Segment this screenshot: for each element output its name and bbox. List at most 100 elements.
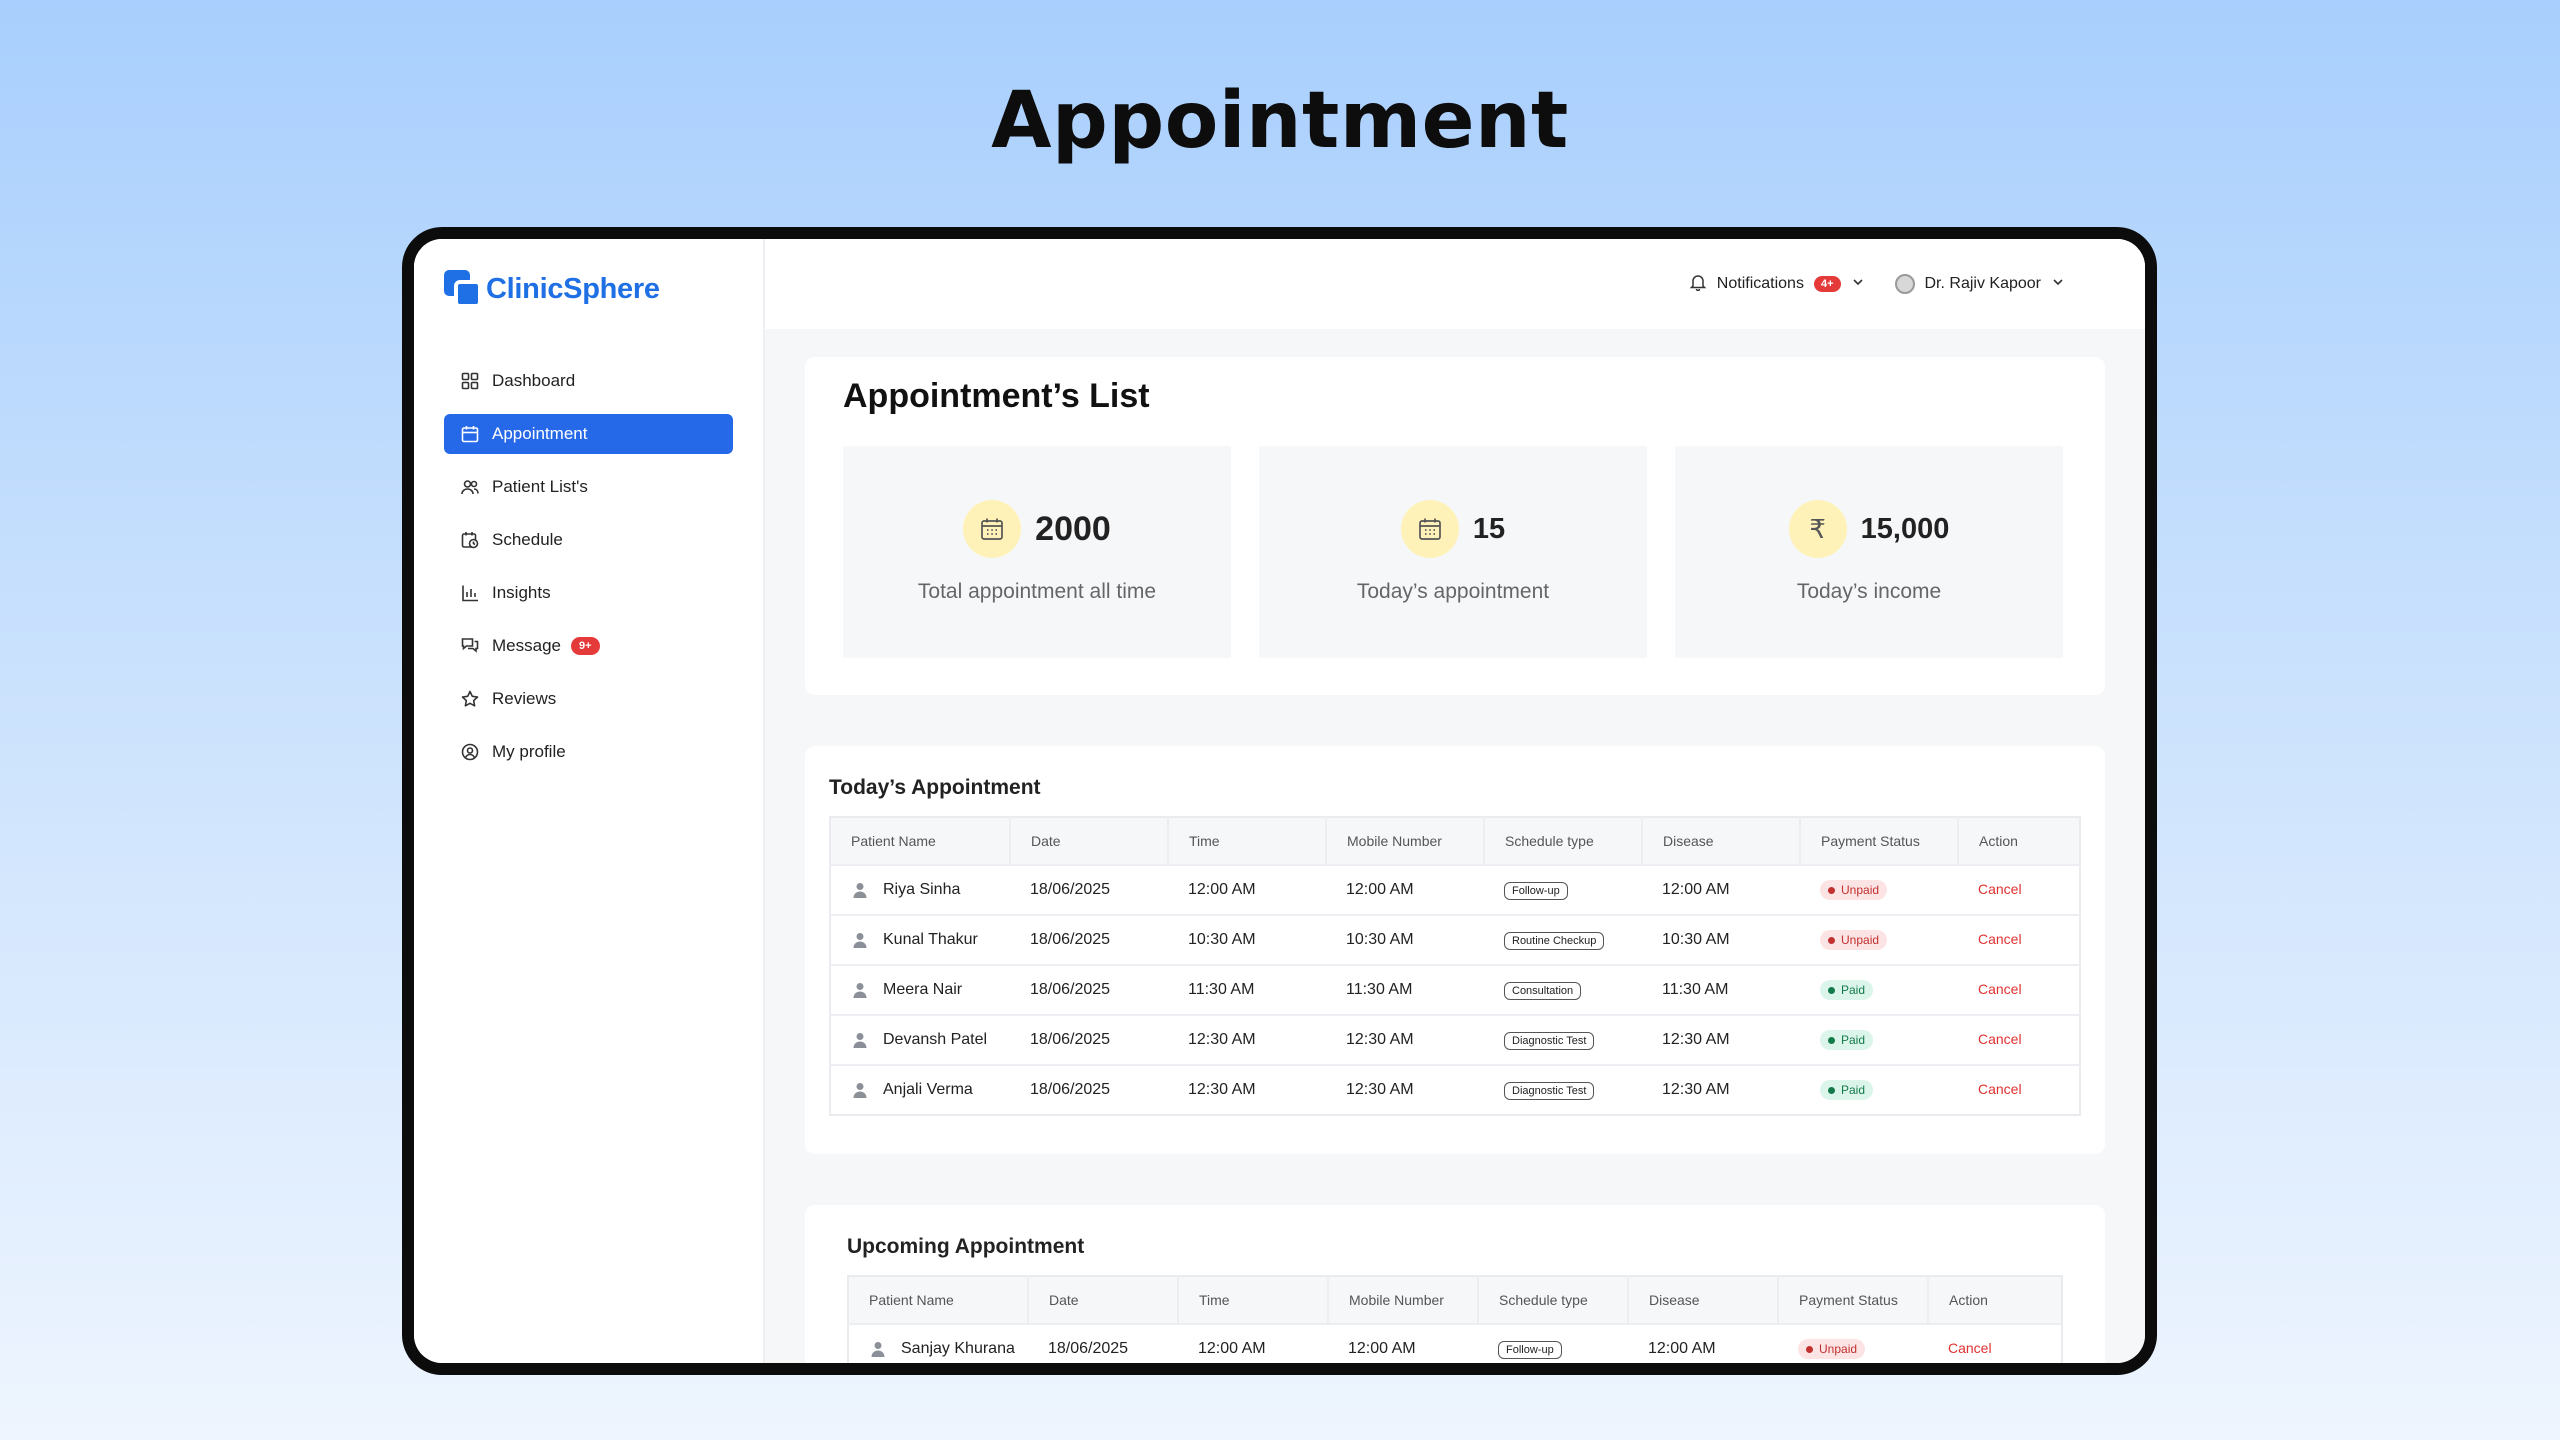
sidebar-item-label: Dashboard <box>492 371 576 390</box>
cell-date: 18/06/2025 <box>1010 1014 1168 1065</box>
cell-disease: 12:00 AM <box>1642 864 1800 915</box>
column-header: Mobile Number <box>1326 817 1485 865</box>
cell-date: 18/06/2025 <box>1010 914 1168 965</box>
sidebar-item-message[interactable]: Message 9+ <box>444 626 733 666</box>
cancel-button[interactable]: Cancel <box>1978 1081 2022 1097</box>
calendar-icon <box>963 500 1022 558</box>
sidebar-item-appointment[interactable]: Appointment <box>444 414 733 454</box>
calendar-clock-icon <box>460 530 480 550</box>
cell-action: Cancel <box>1958 1014 2080 1065</box>
table-row[interactable]: Devansh Patel 18/06/2025 12:30 AM 12:30 AM D… <box>830 1014 2080 1065</box>
cell-payment: Paid <box>1800 964 1958 1015</box>
page-hero-title: Appointment <box>991 76 1569 166</box>
cancel-button[interactable]: Cancel <box>1978 881 2022 897</box>
sidebar-item-patient-list[interactable]: Patient List's <box>444 467 733 507</box>
cell-patient-name: Sanjay Khurana <box>848 1323 1028 1363</box>
column-header: Patient Name <box>848 1276 1029 1324</box>
sidebar-item-dashboard[interactable]: Dashboard <box>444 361 733 401</box>
person-icon <box>851 981 869 999</box>
section-title: Today’s Appointment <box>829 776 1041 799</box>
column-header: Action <box>1958 817 2080 865</box>
status-dot-icon <box>1828 986 1835 994</box>
schedule-type-tag: Consultation <box>1504 981 1582 1000</box>
cell-date: 18/06/2025 <box>1028 1323 1178 1363</box>
cell-schedule-type: Consultation <box>1484 964 1642 1015</box>
payment-status-badge: Unpaid <box>1798 1339 1866 1359</box>
patient-name: Riya Sinha <box>883 881 961 898</box>
cell-patient-name: Kunal Thakur <box>830 914 1010 965</box>
cell-payment: Paid <box>1800 1064 1958 1115</box>
cell-time: 12:00 AM <box>1178 1323 1328 1363</box>
today-appointment-table: Patient Name Date Time Mobile Number Sch… <box>829 816 2081 1116</box>
person-icon <box>851 1081 869 1099</box>
payment-status-label: Unpaid <box>1819 1342 1858 1356</box>
user-menu-button[interactable]: Dr. Rajiv Kapoor <box>1894 274 2066 294</box>
payment-status-badge: Paid <box>1820 1080 1874 1100</box>
notifications-badge: 4+ <box>1813 276 1841 292</box>
column-header: Disease <box>1628 1276 1779 1324</box>
patient-name: Meera Nair <box>883 981 963 998</box>
table-row[interactable]: Kunal Thakur 18/06/2025 10:30 AM 10:30 AM Ro… <box>830 914 2080 965</box>
schedule-type-tag: Follow-up <box>1498 1340 1562 1359</box>
grid-icon <box>460 371 480 391</box>
status-dot-icon <box>1828 936 1835 944</box>
patient-name: Kunal Thakur <box>883 931 978 948</box>
patient-name: Anjali Verma <box>883 1081 973 1098</box>
payment-status-badge: Unpaid <box>1820 930 1888 950</box>
cancel-button[interactable]: Cancel <box>1978 981 2022 997</box>
brand[interactable]: ClinicSphere <box>444 269 733 309</box>
cell-schedule-type: Diagnostic Test <box>1484 1014 1642 1065</box>
cell-date: 18/06/2025 <box>1010 1064 1168 1115</box>
table-row[interactable]: Meera Nair 18/06/2025 11:30 AM 11:30 AM Cons… <box>830 964 2080 1015</box>
notifications-button[interactable]: Notifications 4+ <box>1689 273 1865 296</box>
user-name: Dr. Rajiv Kapoor <box>1924 275 2042 292</box>
sidebar-item-label: Appointment <box>492 424 588 443</box>
today-appointment-card: Today’s Appointment Patient Name Date Ti… <box>805 746 2105 1154</box>
stat-today-appointments: 15 Today’s appointment <box>1259 446 1647 658</box>
column-header: Mobile Number <box>1328 1276 1479 1324</box>
sidebar-item-label: Reviews <box>492 689 557 708</box>
cell-action: Cancel <box>1958 864 2080 915</box>
bell-icon <box>1689 273 1707 296</box>
table-row[interactable]: Anjali Verma 18/06/2025 12:30 AM 12:30 AM Di… <box>830 1064 2080 1115</box>
message-count-badge: 9+ <box>570 637 600 655</box>
column-header: Disease <box>1642 817 1801 865</box>
cell-schedule-type: Follow-up <box>1478 1323 1628 1363</box>
sidebar-item-my-profile[interactable]: My profile <box>444 732 733 772</box>
sidebar: ClinicSphere Dashboard Appointment <box>414 239 765 1363</box>
person-icon <box>851 1031 869 1049</box>
cell-time: 11:30 AM <box>1168 964 1326 1015</box>
column-header: Schedule type <box>1478 1276 1629 1324</box>
upcoming-appointment-table: Patient Name Date Time Mobile Number Sch… <box>847 1275 2063 1363</box>
sidebar-item-schedule[interactable]: Schedule <box>444 520 733 560</box>
cell-time: 12:30 AM <box>1168 1064 1326 1115</box>
sidebar-item-label: Insights <box>492 583 551 602</box>
column-header: Payment Status <box>1778 1276 1929 1324</box>
status-dot-icon <box>1828 1086 1835 1094</box>
clinicsphere-logo-icon <box>444 270 482 308</box>
calendar-icon <box>1400 500 1459 558</box>
column-header: Action <box>1928 1276 2062 1324</box>
cell-mobile: 11:30 AM <box>1326 964 1484 1015</box>
sidebar-nav: Dashboard Appointment Patient List's <box>444 361 733 772</box>
cell-payment: Unpaid <box>1800 864 1958 915</box>
cell-action: Cancel <box>1958 964 2080 1015</box>
calendar-icon <box>460 424 480 444</box>
cell-time: 12:30 AM <box>1168 1014 1326 1065</box>
cancel-button[interactable]: Cancel <box>1978 931 2022 947</box>
payment-status-label: Unpaid <box>1841 933 1880 947</box>
users-icon <box>460 477 480 497</box>
cancel-button[interactable]: Cancel <box>1948 1340 1992 1356</box>
table-row[interactable]: Riya Sinha 18/06/2025 12:00 AM 12:00 AM Foll… <box>830 864 2080 915</box>
patient-name: Sanjay Khurana <box>901 1340 1015 1357</box>
payment-status-label: Unpaid <box>1841 883 1880 897</box>
schedule-type-tag: Diagnostic Test <box>1504 1031 1595 1050</box>
status-dot-icon <box>1828 1036 1835 1044</box>
table-row[interactable]: Sanjay Khurana 18/06/2025 12:00 AM 12:00 AM… <box>848 1323 2062 1363</box>
sidebar-item-insights[interactable]: Insights <box>444 573 733 613</box>
cancel-button[interactable]: Cancel <box>1978 1031 2022 1047</box>
table-header-row: Patient Name Date Time Mobile Number Sch… <box>830 817 2080 865</box>
appointment-list-card: Appointment’s List 2000 Total appointmen… <box>805 357 2105 695</box>
cell-schedule-type: Routine Checkup <box>1484 914 1642 965</box>
sidebar-item-reviews[interactable]: Reviews <box>444 679 733 719</box>
